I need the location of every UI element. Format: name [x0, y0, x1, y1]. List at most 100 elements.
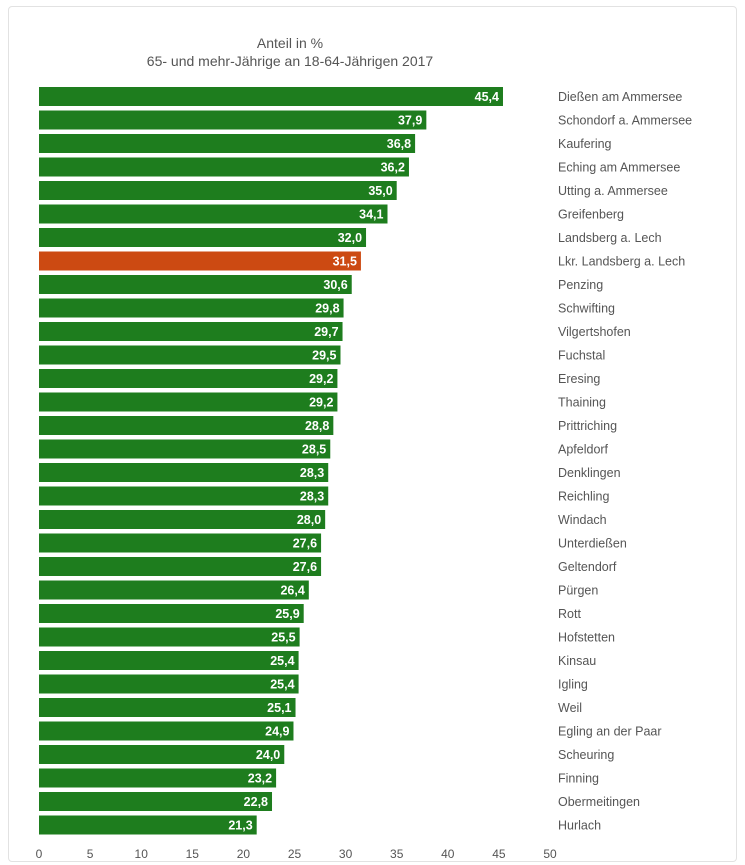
bar [39, 392, 338, 412]
category-label: Kaufering [558, 137, 612, 151]
category-label: Utting a. Ammersee [558, 184, 668, 198]
category-label: Pürgen [558, 584, 598, 598]
bar [39, 721, 294, 741]
bar-value-label: 28,3 [300, 466, 324, 480]
category-label: Weil [558, 701, 582, 715]
bar-value-label: 45,4 [475, 90, 499, 104]
bar [39, 604, 304, 623]
category-label: Eching am Ammersee [558, 161, 680, 175]
bar [39, 369, 338, 388]
category-label: Fuchstal [558, 349, 605, 363]
bar-value-label: 36,2 [381, 161, 405, 175]
category-label: Greifenberg [558, 208, 624, 222]
bar-value-label: 24,9 [265, 725, 289, 739]
category-label: Thaining [558, 396, 606, 410]
bar-value-label: 30,6 [323, 278, 347, 292]
category-label: Finning [558, 772, 599, 786]
bar [39, 181, 397, 200]
bar [39, 87, 503, 106]
bar [39, 627, 300, 647]
bar [39, 345, 341, 365]
bar [39, 533, 322, 553]
x-axis-ticks: 0 5 10 15 20 25 30 35 40 45 50 [36, 847, 557, 861]
bar-value-label: 29,7 [314, 325, 338, 339]
bar-value-label: 29,2 [309, 372, 333, 386]
bar [39, 768, 277, 788]
bar [39, 110, 427, 130]
category-label: Eresing [558, 372, 600, 386]
bar-value-label: 25,4 [270, 678, 294, 692]
category-label: Prittriching [558, 419, 617, 433]
category-label: Penzing [558, 278, 603, 292]
bar-value-label: 25,4 [270, 654, 294, 668]
bar-value-label: 24,0 [256, 748, 280, 762]
category-label: Kinsau [558, 654, 596, 668]
bar [39, 275, 352, 294]
x-tick-label: 40 [441, 847, 455, 861]
bar-value-label: 36,8 [387, 137, 411, 151]
bar-value-label: 25,9 [275, 607, 299, 621]
bar-value-label: 27,6 [293, 560, 317, 574]
bar [39, 204, 388, 224]
bar [39, 228, 367, 247]
category-label: Denklingen [558, 466, 621, 480]
bar [39, 580, 309, 600]
bar-value-label: 26,4 [280, 584, 304, 598]
bar [39, 557, 322, 576]
x-tick-label: 45 [492, 847, 506, 861]
bar [39, 745, 285, 764]
bar-value-label: 23,2 [248, 772, 272, 786]
bar-value-label: 32,0 [338, 231, 362, 245]
bar-value-label: 27,6 [293, 537, 317, 551]
category-label: Windach [558, 513, 607, 527]
bar-value-label: 28,5 [302, 443, 326, 457]
x-tick-label: 15 [186, 847, 200, 861]
bar-value-label: 29,5 [312, 349, 336, 363]
bar-value-label: 25,5 [271, 631, 295, 645]
bar [39, 157, 409, 177]
chart-title: Anteil in % [257, 35, 323, 51]
chart-subtitle: 65- und mehr-Jährige an 18-64-Jährigen 2… [147, 53, 434, 69]
bar [39, 439, 331, 459]
category-label: Hurlach [558, 819, 601, 833]
category-label: Igling [558, 678, 588, 692]
category-label: Unterdießen [558, 537, 627, 551]
bars-group: 45,4 Dießen am Ammersee 37,9 Schondorf a. A… [39, 87, 692, 835]
bar [39, 651, 299, 670]
category-label: Hofstetten [558, 631, 615, 645]
category-label: Schondorf a. Ammersee [558, 114, 692, 128]
x-tick-label: 35 [390, 847, 404, 861]
bar-value-label: 22,8 [244, 795, 268, 809]
bar-value-label: 35,0 [368, 184, 392, 198]
category-label: Reichling [558, 490, 609, 504]
bar [39, 463, 329, 482]
x-tick-label: 10 [135, 847, 149, 861]
bar-value-label: 37,9 [398, 114, 422, 128]
category-label: Rott [558, 607, 581, 621]
bar [39, 815, 257, 835]
bar-value-label: 28,8 [305, 419, 329, 433]
x-tick-label: 50 [543, 847, 557, 861]
x-tick-label: 30 [339, 847, 353, 861]
category-label: Landsberg a. Lech [558, 231, 662, 245]
category-label: Egling an der Paar [558, 725, 662, 739]
category-label: Vilgertshofen [558, 325, 631, 339]
category-label: Obermeitingen [558, 795, 640, 809]
bar-value-label: 31,5 [333, 255, 357, 269]
bar-value-label: 29,2 [309, 396, 333, 410]
bar [39, 322, 343, 341]
category-label: Scheuring [558, 748, 614, 762]
bar [39, 298, 344, 318]
bar-value-label: 28,3 [300, 490, 324, 504]
category-label: Geltendorf [558, 560, 617, 574]
bar-value-label: 29,8 [315, 302, 339, 316]
x-tick-label: 20 [237, 847, 251, 861]
x-tick-label: 0 [36, 847, 43, 861]
bar [39, 416, 334, 435]
x-tick-label: 25 [288, 847, 302, 861]
x-tick-label: 5 [87, 847, 94, 861]
bar-value-label: 21,3 [228, 819, 252, 833]
bar [39, 674, 299, 694]
bar [39, 486, 329, 506]
